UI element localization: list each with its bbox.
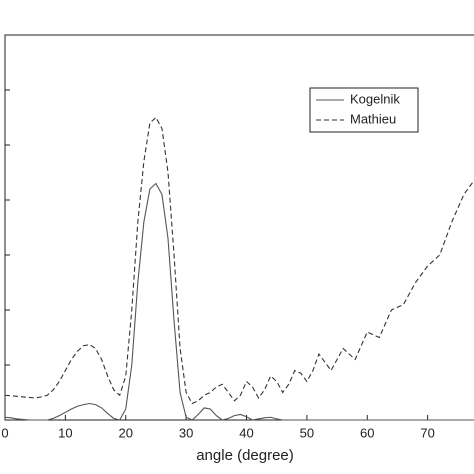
x-tick-label: 50 (300, 425, 314, 440)
x-tick-label: 0 (1, 425, 8, 440)
x-tick-label: 10 (58, 425, 72, 440)
x-tick-label: 60 (360, 425, 374, 440)
data-line (4, 116, 474, 405)
x-axis-label: angle (degree) (196, 447, 294, 464)
legend-box (309, 87, 419, 133)
x-tick-label: 30 (179, 425, 193, 440)
data-line (4, 182, 474, 421)
x-tick-label: 40 (239, 425, 253, 440)
x-tick-label: 70 (420, 425, 434, 440)
legend-label: Mathieu (350, 111, 396, 126)
legend-label: Kogelnik (350, 91, 400, 106)
x-tick-label: 20 (119, 425, 133, 440)
